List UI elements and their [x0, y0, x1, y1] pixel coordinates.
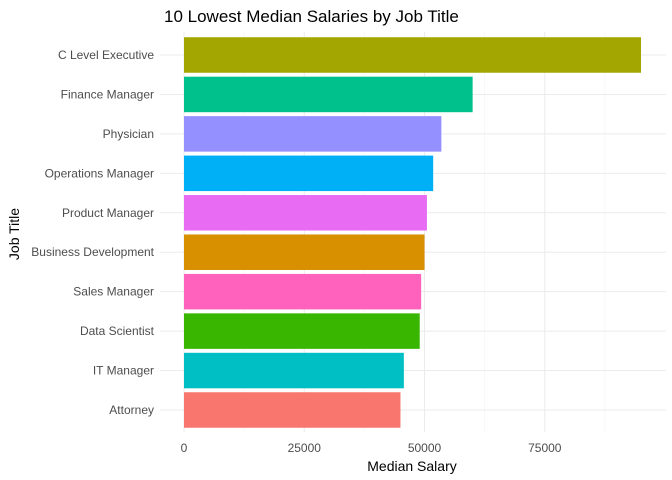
x-tick-label: 0 — [181, 441, 188, 455]
y-tick-label: IT Manager — [93, 364, 154, 378]
x-tick-label: 50000 — [408, 441, 442, 455]
y-tick-label: Physician — [103, 127, 154, 141]
bar-finance-manager — [184, 76, 473, 113]
x-tick-label: 25000 — [288, 441, 322, 455]
bar-data-scientist — [184, 313, 420, 349]
bars — [184, 37, 641, 428]
y-tick-label: Operations Manager — [45, 166, 154, 180]
y-tick-label: Finance Manager — [61, 87, 154, 101]
bar-physician — [184, 116, 442, 152]
bar-operations-manager — [184, 155, 434, 192]
bar-attorney — [184, 392, 401, 428]
x-tick-label: 75000 — [528, 441, 562, 455]
y-tick-label: C Level Executive — [58, 48, 154, 62]
x-axis-ticks: 0 25000 50000 75000 — [181, 441, 562, 455]
y-tick-label: Attorney — [109, 403, 154, 417]
y-tick-label: Sales Manager — [73, 285, 154, 299]
bar-c-level-executive — [184, 37, 641, 73]
bar-product-manager — [184, 195, 427, 231]
y-axis-ticks: Attorney IT Manager Data Scientist Sales Ma… — [31, 48, 154, 417]
y-tick-label: Data Scientist — [80, 324, 155, 338]
chart-title: 10 Lowest Median Salaries by Job Title — [164, 7, 459, 26]
bar-business-development — [184, 234, 425, 270]
bar-it-manager — [184, 352, 404, 389]
y-tick-label: Business Development — [31, 245, 154, 259]
bar-sales-manager — [184, 273, 422, 310]
y-axis-title: Job Title — [6, 208, 22, 260]
x-axis-title: Median Salary — [367, 458, 457, 474]
y-tick-label: Product Manager — [62, 206, 154, 220]
